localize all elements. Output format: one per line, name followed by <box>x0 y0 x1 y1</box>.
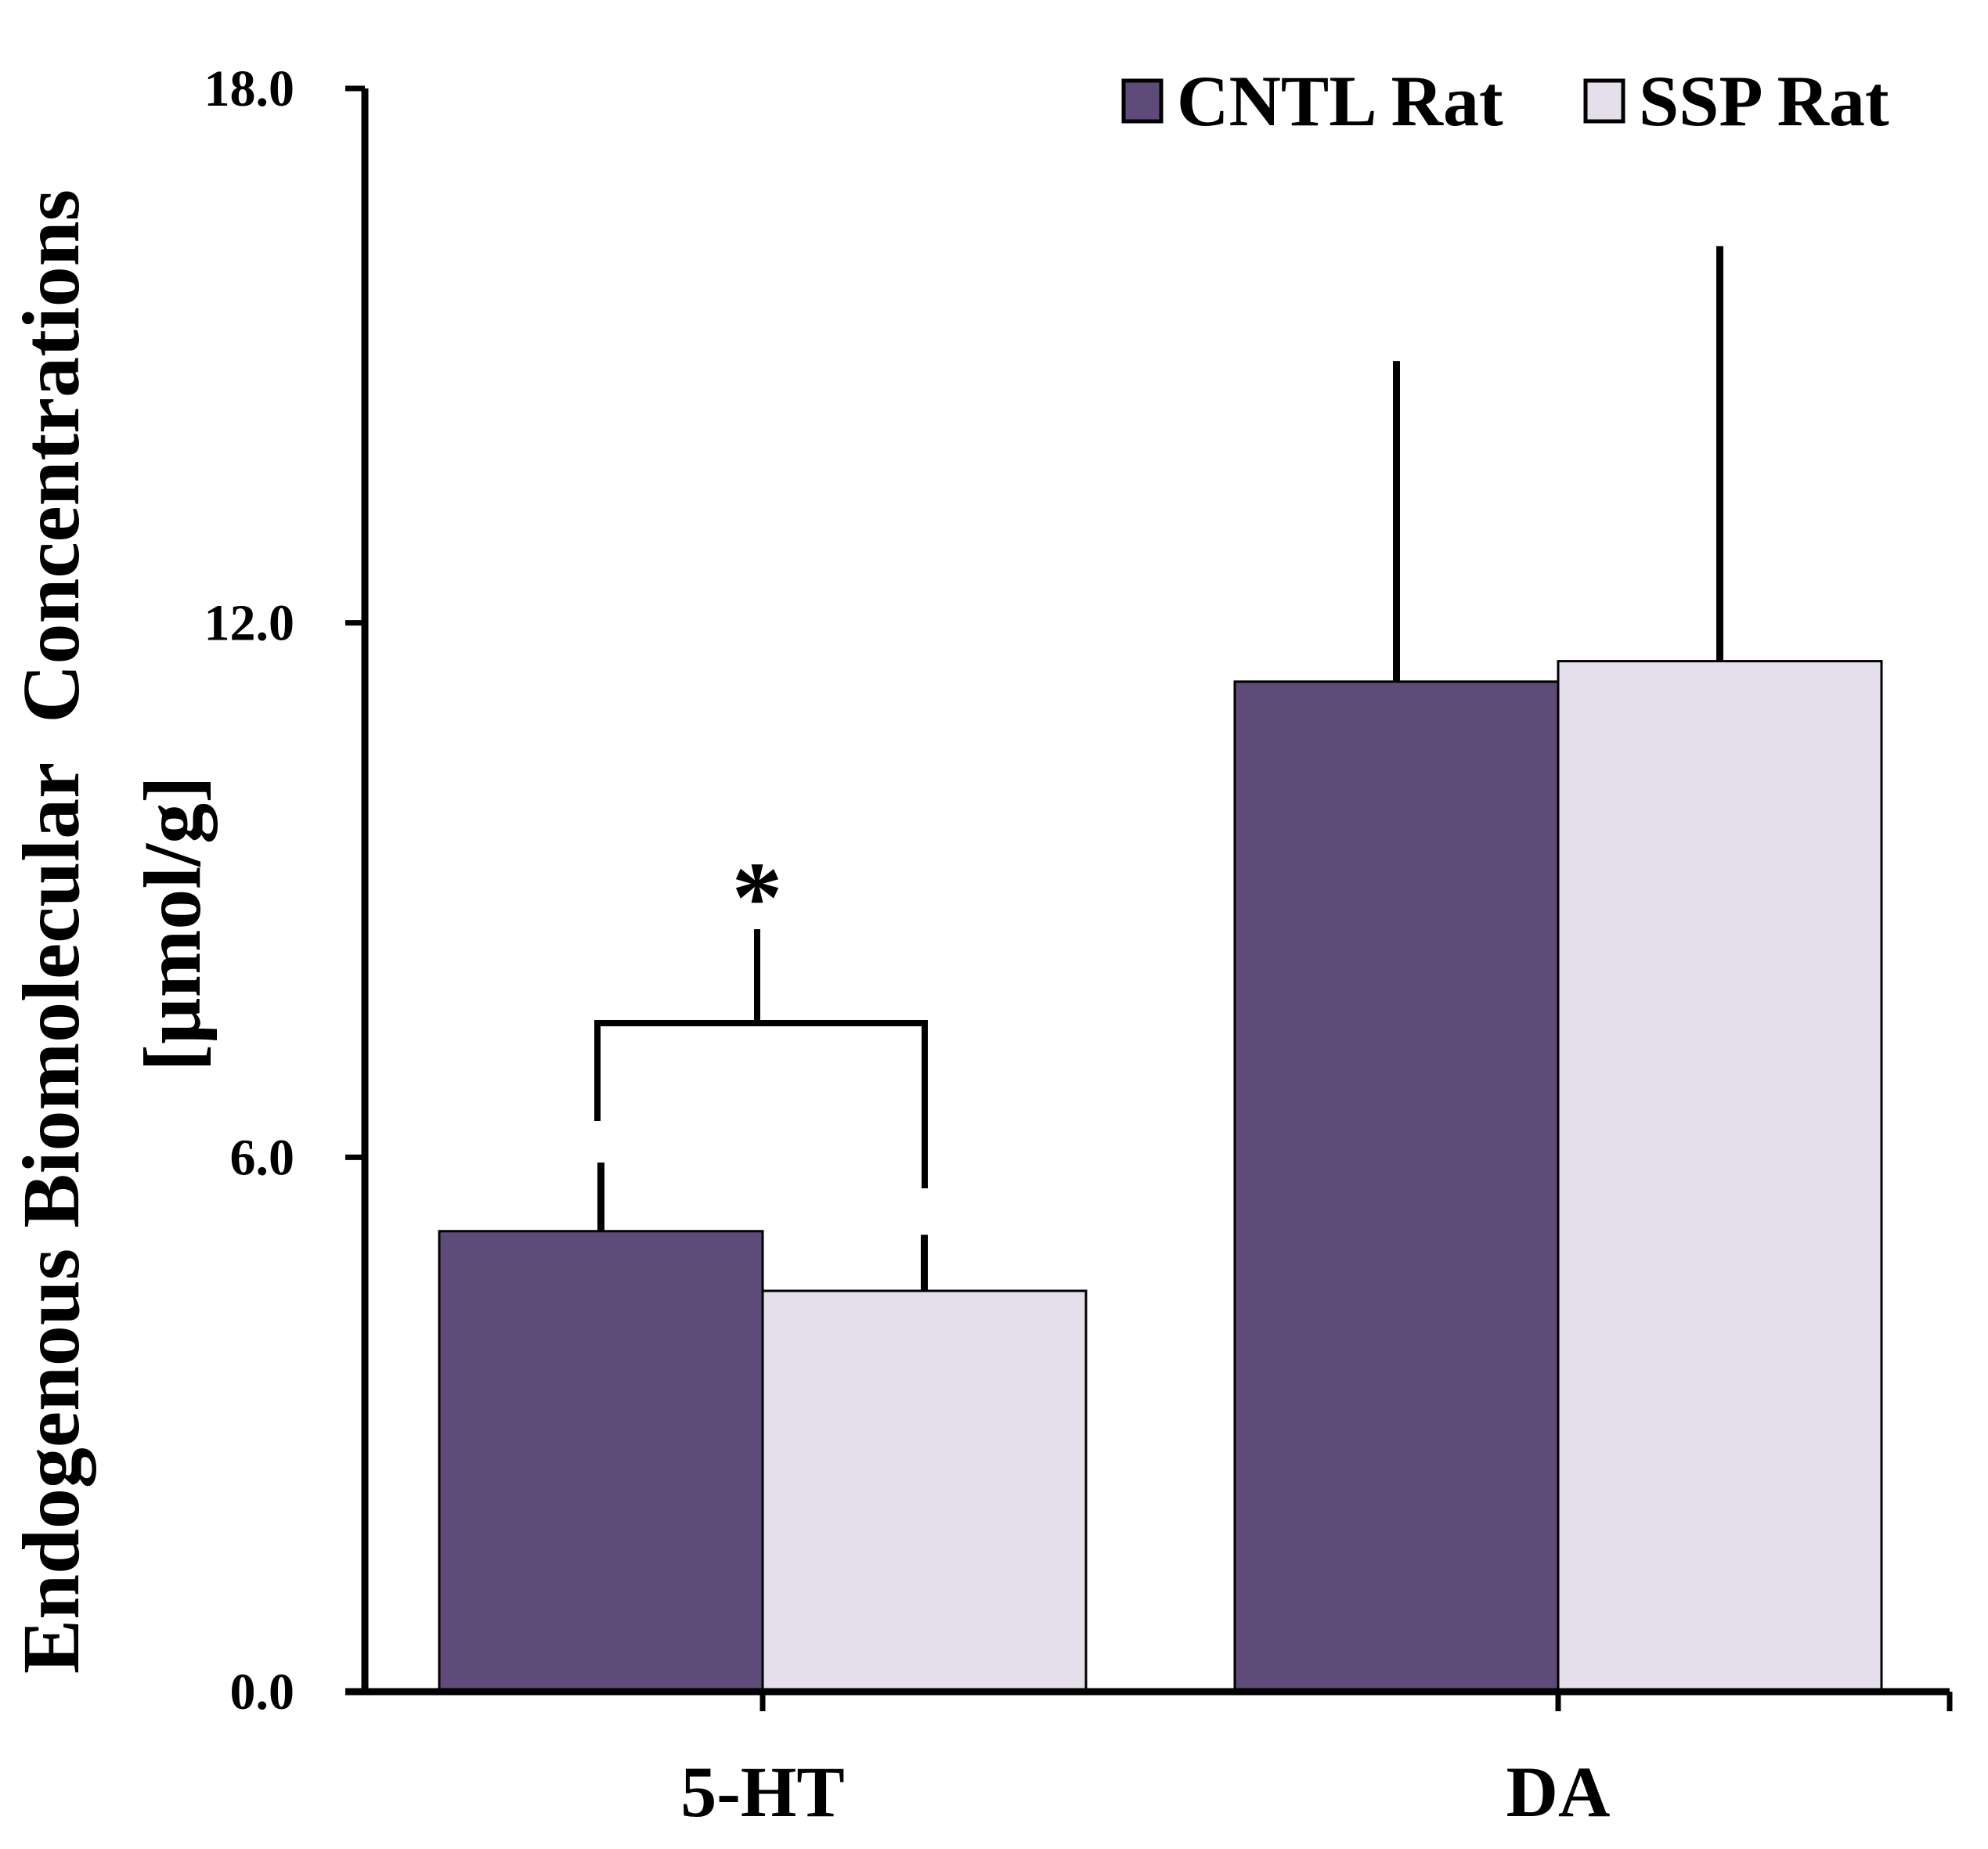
bar-ssp-rat-5-ht <box>761 1289 1088 1693</box>
bar-cntl-rat-5-ht <box>438 1230 764 1693</box>
y-tick-label: 6.0 <box>230 1129 295 1186</box>
legend-swatch <box>1121 78 1164 124</box>
bar-ssp-rat-da <box>1557 660 1883 1693</box>
legend-label: SSP Rat <box>1639 61 1889 141</box>
x-tick-label: DA <box>1506 1752 1611 1832</box>
legend-swatch <box>1583 78 1625 124</box>
y-tick-label: 18.0 <box>204 60 295 117</box>
significance-bracket <box>594 1020 928 1188</box>
significance-asterisk: * <box>732 842 783 954</box>
x-tick-label: 5-HT <box>680 1752 845 1832</box>
legend-label: CNTL Rat <box>1177 61 1503 141</box>
bar-cntl-rat-da <box>1233 680 1560 1693</box>
y-axis-unit: [µmol/g] <box>128 776 218 1072</box>
y-axis-title: Endogenous Biomolecular Concentrations [… <box>6 189 218 1674</box>
y-axis-label: Endogenous Biomolecular Concentrations <box>6 189 96 1674</box>
y-tick-label: 0.0 <box>230 1663 295 1721</box>
y-tick-label: 12.0 <box>204 595 295 652</box>
